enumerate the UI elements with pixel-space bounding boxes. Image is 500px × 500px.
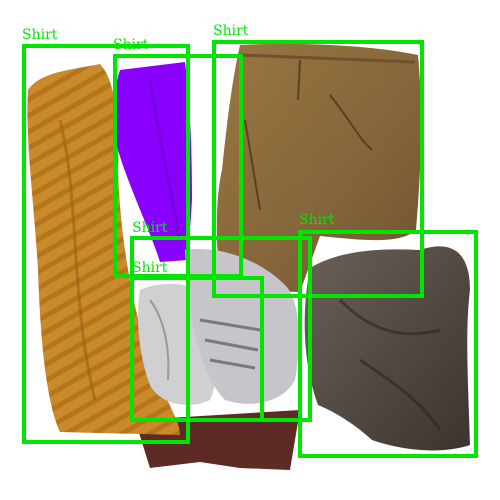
detection-label: Shirt <box>132 220 168 236</box>
detection-box <box>212 40 424 298</box>
detection-label: Shirt <box>299 212 335 228</box>
brown-pants <box>216 43 422 293</box>
detection-label: Shirt <box>22 27 58 43</box>
detection-box <box>22 44 190 444</box>
purple-fabric <box>114 62 192 262</box>
detection-label: Shirt <box>213 23 249 39</box>
detection-label: Shirt <box>132 260 168 276</box>
detection-box <box>298 230 478 458</box>
detection-label: Shirt <box>113 37 149 53</box>
detection-box <box>130 276 264 422</box>
